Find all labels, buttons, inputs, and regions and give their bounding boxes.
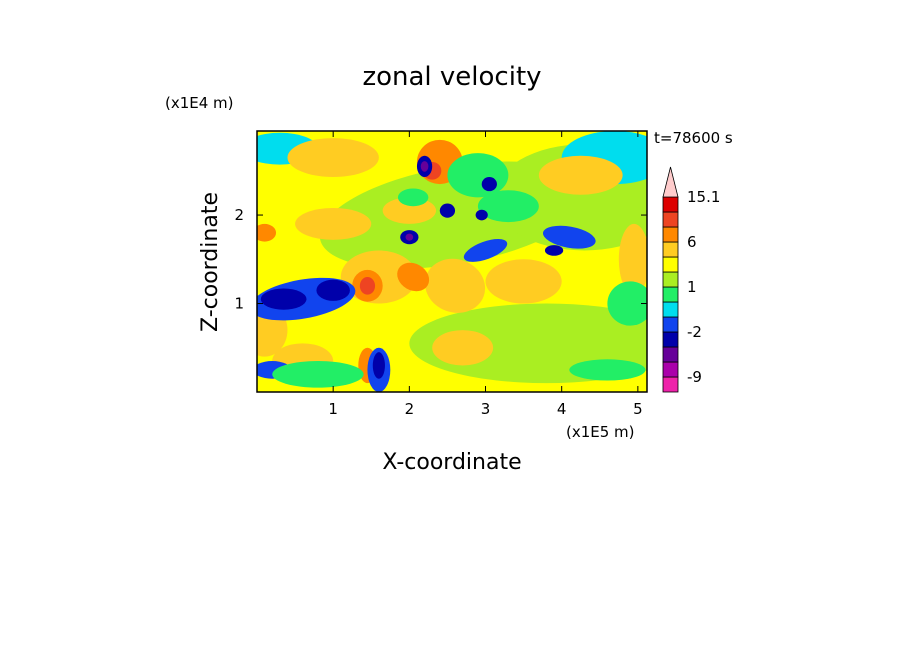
contour-region: [425, 258, 486, 313]
colorbar-label: 1: [687, 278, 697, 296]
colorbar-label: 6: [687, 233, 697, 251]
contour-region: [618, 223, 647, 295]
colorbar-swatch: [662, 196, 679, 213]
colorbar-swatch: [662, 256, 679, 273]
contour-region: [481, 177, 497, 192]
contour-region: [485, 259, 562, 304]
x-tick-label: 1: [328, 400, 338, 418]
contour-region: [397, 188, 429, 207]
contour-region: [405, 233, 414, 241]
x-tick-label: 5: [633, 400, 643, 418]
colorbar-swatch: [662, 346, 679, 363]
contour-region: [372, 352, 385, 379]
colorbar-swatch: [662, 226, 679, 243]
contour-region: [607, 281, 647, 326]
colorbar-swatch: [662, 271, 679, 288]
contour-region: [439, 203, 456, 218]
contour-region: [475, 209, 488, 221]
y-axis: 12: [234, 206, 647, 313]
colorbar-swatch: [662, 331, 679, 348]
time-label: t=78600 s: [654, 129, 733, 147]
x-tick-label: 3: [481, 400, 491, 418]
contour-region: [544, 245, 564, 256]
colorbar-swatch: [662, 241, 679, 258]
contour-region: [272, 361, 364, 388]
contour-region: [420, 161, 429, 172]
y-tick-label: 2: [234, 206, 244, 224]
colorbar-swatch: [662, 301, 679, 318]
colorbar-swatch: [662, 286, 679, 303]
colorbar-extend-arrow: [662, 166, 679, 198]
contour-region: [569, 359, 646, 381]
chart-title: zonal velocity: [362, 62, 541, 92]
y-axis-label: Z-coordinate: [198, 192, 223, 332]
contour-region: [397, 262, 430, 292]
contour-region: [287, 138, 379, 178]
contour-region: [477, 190, 539, 223]
colorbar-swatch: [662, 316, 679, 333]
colorbar: 15.1 6 1 -2 -9: [662, 166, 720, 393]
colorbar-swatch: [662, 361, 679, 378]
x-axis: 1 2 3 4 5: [328, 131, 643, 418]
x-tick-label: 2: [405, 400, 415, 418]
contour-region: [260, 288, 307, 310]
colorbar-label: 15.1: [687, 188, 720, 206]
colorbar-label: -9: [687, 368, 702, 386]
contour-field: [257, 131, 647, 392]
x-axis-label: X-coordinate: [382, 450, 521, 475]
colorbar-swatch: [662, 376, 679, 393]
y-unit-label: (x1E4 m): [165, 94, 234, 112]
colorbar-label: -2: [687, 323, 702, 341]
x-tick-label: 4: [557, 400, 567, 418]
contour-region: [432, 330, 494, 366]
contour-region: [538, 155, 623, 195]
contour-region: [447, 153, 509, 198]
contour-region: [542, 225, 596, 249]
contour-region: [359, 276, 376, 295]
plot-frame: [256, 130, 648, 393]
contour-region: [257, 223, 277, 242]
x-unit-label: (x1E5 m): [566, 423, 635, 441]
contour-region: [463, 239, 508, 262]
y-tick-label: 1: [234, 295, 244, 313]
colorbar-swatch: [662, 211, 679, 228]
contour-region: [316, 279, 350, 301]
contour-region: [295, 207, 372, 240]
